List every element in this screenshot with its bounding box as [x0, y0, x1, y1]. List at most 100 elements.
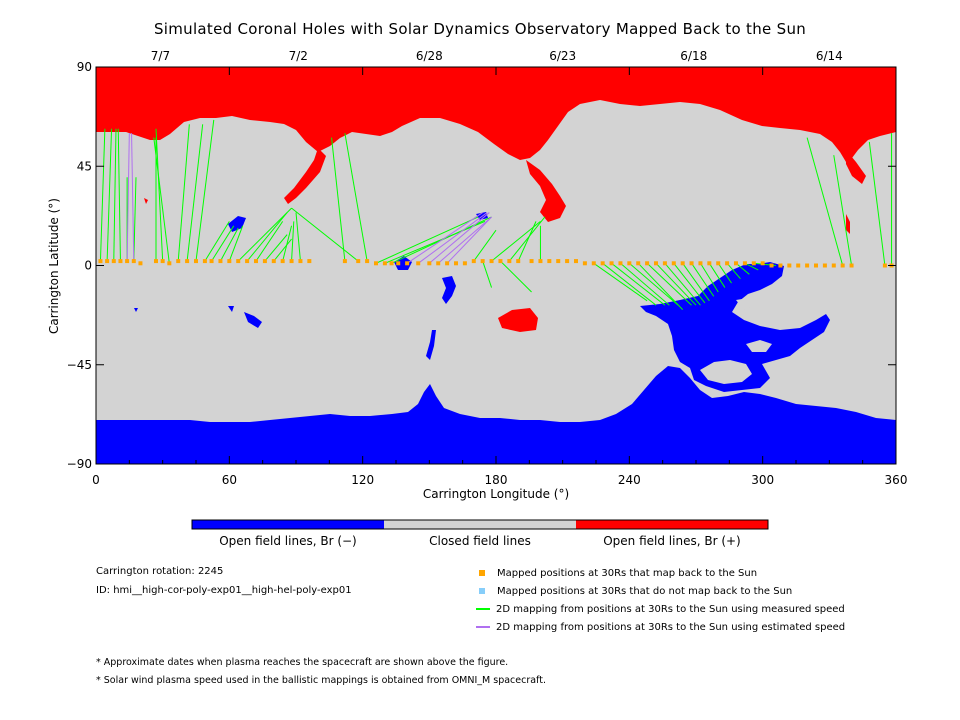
colorbar-label-2: Open field lines, Br (+)	[603, 534, 741, 548]
mapped-point-67	[716, 261, 721, 266]
x-tick-label-1: 60	[222, 473, 237, 487]
measured-mapping-line-44	[655, 262, 697, 306]
red-tendril-1	[526, 160, 566, 222]
measured-mapping-line-56	[806, 137, 844, 266]
mapped-point-9	[167, 261, 172, 266]
mapped-point-5	[131, 259, 136, 264]
top-date-label-5: 6/14	[816, 49, 843, 63]
top-date-axis: 7/7 7/2 6/28 6/23 6/18 6/14	[151, 49, 843, 63]
legend-label-1: Mapped positions at 30Rs that do not map…	[497, 585, 793, 597]
legend-item-3: 2D mapping from positions at 30Rs to the…	[476, 620, 845, 634]
mapped-point-0	[98, 259, 103, 264]
mapped-point-46	[529, 259, 534, 264]
measured-mapping-line-23	[295, 212, 301, 262]
mapped-point-25	[307, 259, 312, 264]
measured-mapping-line-48	[691, 263, 715, 297]
mapped-point-35	[427, 261, 432, 266]
mapped-point-71	[751, 261, 756, 266]
x-tick-label-0: 0	[92, 473, 100, 487]
y-tick-label-2: 0	[84, 259, 92, 273]
colorbar-label-0: Open field lines, Br (−)	[219, 534, 357, 548]
blue-extension	[640, 262, 830, 392]
mapped-point-19	[254, 259, 258, 264]
measured-mapping-line-3	[117, 128, 121, 262]
mapped-point-61	[662, 261, 667, 266]
mapped-point-70	[742, 261, 747, 266]
estimated-mapping-line-3	[417, 212, 488, 264]
colorbar	[191, 519, 769, 530]
mapped-point-82	[849, 263, 854, 268]
mapped-point-62	[671, 261, 676, 266]
mapped-point-75	[787, 263, 792, 268]
mapped-point-16	[227, 259, 232, 264]
x-axis: 0 60 120 180 240 300 360	[92, 67, 907, 487]
measured-mapping-line-54	[744, 262, 759, 271]
measured-mapping-line-26	[344, 133, 368, 262]
mapped-point-3	[118, 259, 123, 264]
mapped-point-47	[538, 259, 543, 264]
blue-spot-7	[228, 306, 234, 312]
legend-label-2: 2D mapping from positions at 30Rs to the…	[496, 603, 845, 615]
top-date-label-4: 6/18	[680, 49, 707, 63]
mapped-point-74	[778, 263, 783, 268]
legend-swatch-3	[476, 626, 490, 628]
measured-mapping-line-7	[155, 128, 164, 262]
mapped-point-81	[840, 263, 845, 268]
rotation-text: Carrington rotation: 2245	[96, 566, 224, 577]
legend-swatch-0	[479, 570, 485, 576]
x-tick-label-2: 120	[351, 473, 374, 487]
measured-mapping-line-30	[473, 229, 497, 262]
measured-mapping-line-31	[482, 260, 493, 288]
mapped-point-30	[382, 261, 387, 266]
measured-mapping-line-52	[726, 262, 741, 280]
mapped-point-36	[436, 261, 441, 266]
mapped-point-1	[105, 259, 110, 264]
mapped-point-15	[218, 259, 223, 264]
mapped-point-60	[654, 261, 658, 266]
mapped-point-49	[556, 259, 561, 264]
measured-mapping-line-58	[868, 141, 886, 266]
measured-mapping-line-9	[177, 124, 190, 262]
x-tick-label-5: 300	[751, 473, 774, 487]
measured-mapping-line-10	[186, 124, 204, 262]
mapped-point-51	[574, 259, 578, 264]
top-date-label-0: 7/7	[151, 49, 170, 63]
model-id-text: ID: hmi__high-cor-poly-exp01__high-hel-p…	[96, 585, 352, 596]
mapped-point-77	[805, 263, 810, 268]
measured-mapping-line-1	[106, 128, 113, 262]
mapped-point-4	[125, 259, 130, 264]
measured-mapping-line-24	[331, 137, 346, 262]
measured-mapping-line-42	[637, 262, 684, 310]
measured-mapping-line-53	[735, 262, 750, 275]
estimated-mapping-line-2	[406, 212, 483, 264]
colorbar-frame	[191, 519, 769, 530]
measured-mapping-line-41	[629, 262, 679, 306]
measured-mapping-line-43	[646, 262, 692, 306]
x-tick-label-4: 240	[618, 473, 641, 487]
y-tick-label-1: 45	[77, 159, 92, 173]
mapped-point-2	[111, 259, 116, 264]
estimated-speed-mappings	[126, 133, 492, 264]
mapped-point-42	[489, 259, 494, 264]
mapped-point-72	[760, 261, 765, 266]
measured-mapping-line-14	[220, 227, 239, 262]
mapped-point-18	[245, 259, 250, 264]
mapped-point-58	[636, 261, 641, 266]
mapped-point-43	[498, 259, 503, 264]
blue-spot-8	[134, 308, 138, 312]
measured-mapping-line-17	[246, 212, 288, 262]
measured-mapping-line-40	[620, 262, 670, 306]
mapped-point-11	[185, 259, 190, 264]
closed-island-3	[736, 298, 754, 310]
blue-spot-2	[244, 312, 262, 328]
mapped-point-66	[707, 261, 712, 266]
legend-item-1: Mapped positions at 30Rs that do not map…	[476, 584, 792, 598]
mapped-point-24	[298, 259, 303, 264]
mapped-point-45	[516, 259, 521, 264]
mapped-point-10	[176, 259, 181, 264]
south-negative-hole	[96, 366, 896, 464]
measured-mapping-line-0	[99, 128, 106, 262]
measured-mapping-line-8	[153, 137, 170, 264]
y-axis: 90 45 0 −45 −90	[67, 60, 896, 471]
blue-spot-3	[442, 276, 456, 304]
